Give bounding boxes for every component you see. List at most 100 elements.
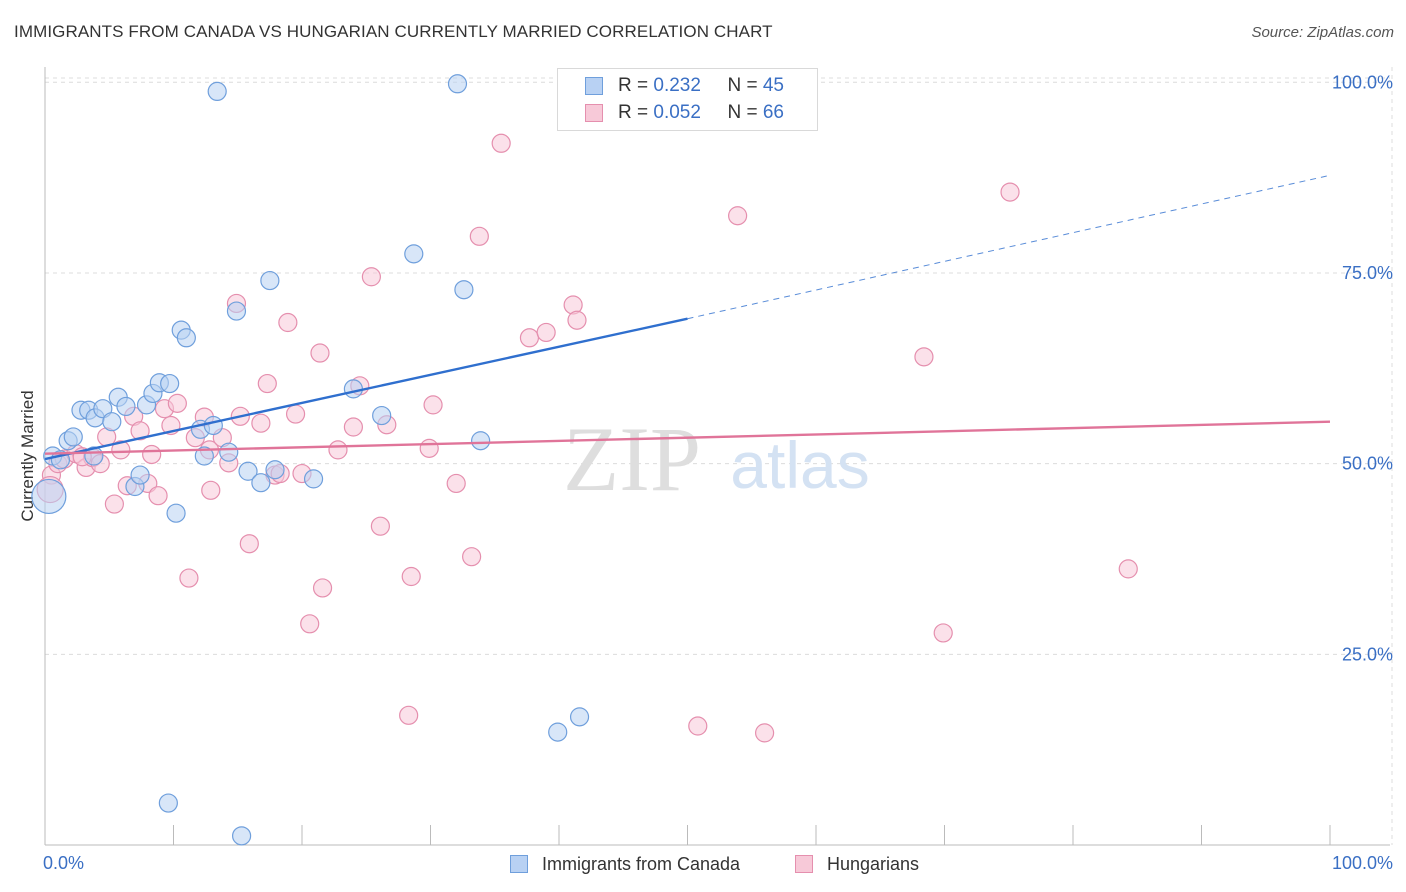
- hungarian-point: [130, 421, 150, 441]
- hungarian-point: [300, 614, 320, 634]
- hungarian-point: [257, 373, 277, 394]
- hungarian-point: [567, 310, 587, 330]
- y-tick-label: 25.0%: [1342, 644, 1393, 664]
- hungarian-point: [111, 440, 131, 460]
- hungarian-point: [462, 547, 482, 567]
- hungarian-point: [1118, 559, 1138, 579]
- canada-point: [238, 461, 258, 481]
- canada-point: [160, 373, 180, 394]
- hungarian-point: [933, 623, 953, 643]
- chart-source: Source: ZipAtlas.com: [1251, 24, 1394, 41]
- hungarian-point: [401, 566, 421, 587]
- hungarian-point: [148, 486, 168, 506]
- canada-point: [471, 431, 491, 451]
- legend-hungarian-r-value: 0.052: [653, 102, 701, 123]
- watermark-zip: ZIP: [563, 408, 701, 510]
- canada-point: [130, 465, 150, 485]
- canada-point: [265, 460, 285, 480]
- canada-point: [569, 707, 590, 727]
- hungarian-point: [370, 516, 390, 536]
- trend-lines: [44, 174, 1331, 461]
- tick-labels: 25.0% 50.0% 75.0% 100.0% 0.0% 100.0%: [43, 72, 1393, 873]
- canada-point: [343, 379, 363, 399]
- hungarian-point: [688, 716, 708, 736]
- zipatlas-watermark: ZIP atlas: [563, 408, 870, 510]
- hungarian-point: [423, 395, 443, 415]
- legend-canada-r-label: R =: [618, 75, 654, 96]
- legend-row-canada: R = 0.232 N = 45: [585, 74, 784, 98]
- hungarian-point: [491, 133, 511, 153]
- y-tick-label: 100.0%: [1332, 72, 1393, 92]
- canada-point: [158, 793, 178, 813]
- legend-hungarian-n-label: N =: [727, 102, 763, 123]
- bottom-legend-swatch-hungarian: [795, 855, 813, 873]
- legend-swatch-hungarian: [585, 104, 603, 122]
- bottom-legend-label-hungarian: Hungarians: [827, 853, 920, 874]
- canada-trend-line: [44, 317, 688, 461]
- canada-point: [116, 396, 136, 417]
- grid-lines: [45, 67, 1393, 845]
- canada-point: [194, 446, 214, 466]
- hungarian-trend-line: [44, 420, 1331, 455]
- hungarian-point: [1000, 182, 1020, 202]
- bottom-legend-canada: Immigrants from Canada: [510, 852, 740, 876]
- axes: [44, 67, 1390, 846]
- y-tick-label: 75.0%: [1342, 263, 1393, 283]
- hungarian-point: [104, 494, 124, 514]
- chart-title: IMMIGRANTS FROM CANADA VS HUNGARIAN CURR…: [14, 22, 773, 41]
- canada-point: [207, 81, 227, 102]
- canada-point: [548, 722, 568, 742]
- canada-point: [102, 412, 122, 432]
- bottom-legend-label-canada: Immigrants from Canada: [542, 853, 741, 874]
- hungarian-point: [201, 480, 221, 500]
- canada-point: [447, 74, 468, 94]
- canada-point: [404, 244, 424, 264]
- bottom-legend-hungarian: Hungarians: [795, 852, 919, 876]
- hungarian-point: [914, 347, 934, 367]
- hungarian-point: [419, 438, 439, 458]
- x-tick-label-min: 0.0%: [43, 853, 84, 873]
- canada-point: [303, 469, 324, 489]
- correlation-legend: R = 0.232 N = 45 R = 0.052 N = 66: [557, 68, 818, 131]
- legend-row-hungarian: R = 0.052 N = 66: [585, 101, 784, 125]
- hungarian-point: [179, 568, 199, 588]
- hungarian-point: [754, 723, 775, 743]
- canada-point: [166, 503, 186, 523]
- canada-point: [251, 473, 271, 493]
- canada-point: [203, 415, 223, 436]
- legend-canada-n-label: N =: [727, 75, 763, 96]
- x-tick-label-max: 100.0%: [1332, 853, 1393, 873]
- hungarian-point: [536, 322, 556, 343]
- y-tick-label: 50.0%: [1342, 454, 1393, 474]
- canada-point: [219, 442, 239, 462]
- hungarian-point: [728, 206, 748, 226]
- hungarian-point: [251, 413, 271, 433]
- hungarian-point: [399, 705, 419, 725]
- legend-hungarian-r-label: R =: [618, 102, 654, 123]
- legend-swatch-canada: [585, 77, 603, 95]
- hungarian-point: [312, 578, 333, 598]
- canada-point: [63, 427, 83, 447]
- hungarian-point: [446, 473, 466, 494]
- hungarian-point: [310, 343, 330, 363]
- hungarian-point: [239, 534, 259, 554]
- canada-point: [232, 826, 252, 846]
- bottom-legend-swatch-canada: [510, 855, 528, 873]
- canada-point: [176, 328, 196, 348]
- canada-point: [260, 270, 280, 291]
- legend-canada-r-value: 0.232: [653, 75, 701, 96]
- hungarian-point: [343, 417, 363, 437]
- hungarian-point: [519, 328, 540, 348]
- canada-point: [226, 301, 247, 321]
- canada-point: [454, 280, 474, 300]
- hungarian-point: [328, 440, 348, 460]
- hungarian-point: [361, 267, 381, 287]
- hungarian-point: [469, 226, 489, 246]
- hungarian-point: [285, 404, 306, 424]
- hungarian-point: [278, 312, 298, 333]
- canada-point: [31, 478, 67, 515]
- watermark-atlas: atlas: [730, 428, 869, 502]
- legend-hungarian-n-value: 66: [762, 102, 784, 123]
- canada-point: [372, 405, 392, 426]
